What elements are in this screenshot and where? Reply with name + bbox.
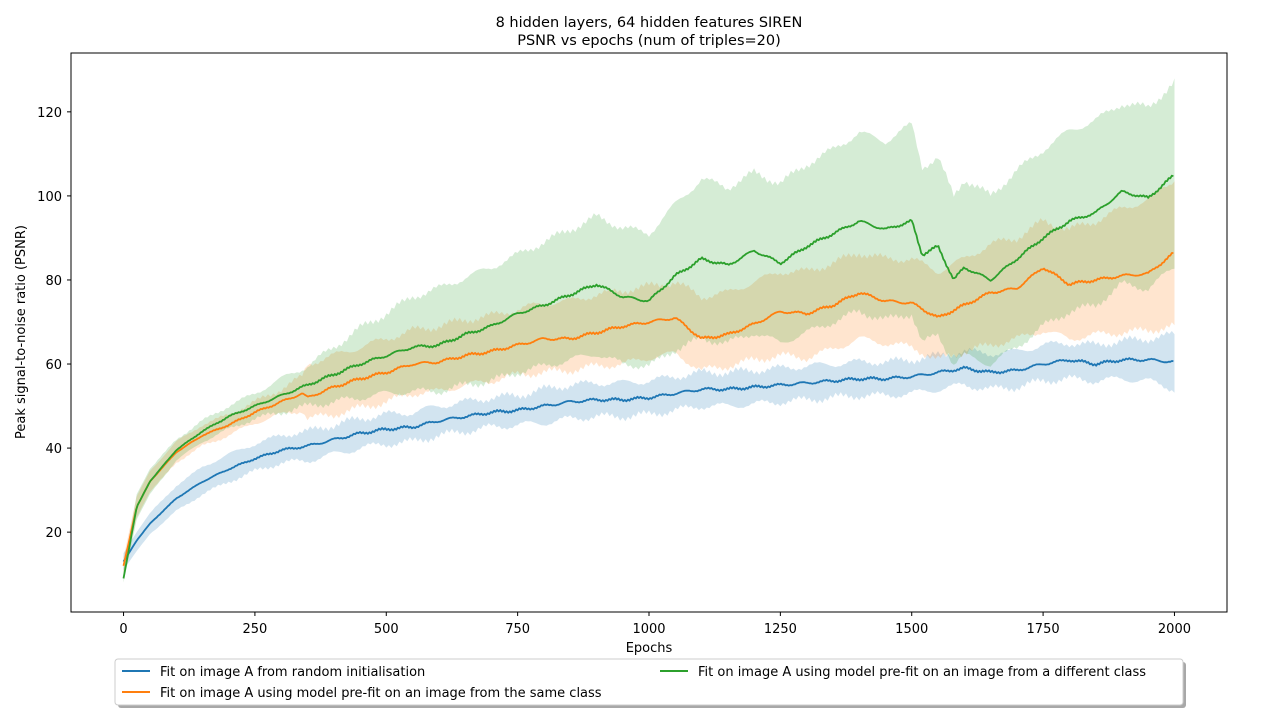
band-series-1 [123, 331, 1175, 570]
x-tick-label: 0 [119, 622, 127, 637]
y-axis-title: Peak signal-to-noise ratio (PSNR) [14, 225, 29, 439]
chart-subtitle: PSNR vs epochs (num of triples=20) [517, 33, 781, 49]
line-series-3 [122, 174, 1174, 579]
y-tick-label: 60 [45, 358, 62, 373]
x-tick-label: 1750 [1027, 622, 1060, 637]
x-tick-label: 500 [374, 622, 399, 637]
line-series-2 [122, 252, 1174, 566]
x-tick-label: 1000 [632, 622, 665, 637]
y-tick-label: 40 [45, 442, 62, 457]
confidence-bands [123, 78, 1175, 583]
y-tick-label: 20 [45, 526, 62, 541]
x-tick-label: 2000 [1158, 622, 1191, 637]
x-tick-label: 250 [242, 622, 267, 637]
x-tick-label: 1250 [764, 622, 797, 637]
y-tick-label: 100 [37, 190, 62, 205]
chart-title: 8 hidden layers, 64 hidden features SIRE… [496, 15, 803, 31]
legend-label-3: Fit on image A using model pre-fit on an… [698, 665, 1146, 680]
x-axis-title: Epochs [626, 641, 673, 656]
series-lines [122, 174, 1174, 579]
legend-label-2: Fit on image A using model pre-fit on an… [160, 686, 602, 701]
legend-label-1: Fit on image A from random initialisatio… [160, 665, 425, 680]
y-tick-label: 80 [45, 274, 62, 289]
y-axis: 20 40 60 80 100 120 [37, 106, 71, 541]
legend: Fit on image A from random initialisatio… [114, 658, 1186, 708]
line-series-1 [122, 357, 1174, 563]
band-series-3 [123, 78, 1175, 583]
legend-box [114, 658, 1184, 706]
band-series-2 [123, 181, 1175, 575]
x-tick-label: 1500 [895, 622, 928, 637]
y-tick-label: 120 [37, 106, 62, 121]
x-axis: 0 250 500 750 1000 1250 1500 1750 2000 [119, 612, 1191, 637]
x-tick-label: 750 [505, 622, 530, 637]
